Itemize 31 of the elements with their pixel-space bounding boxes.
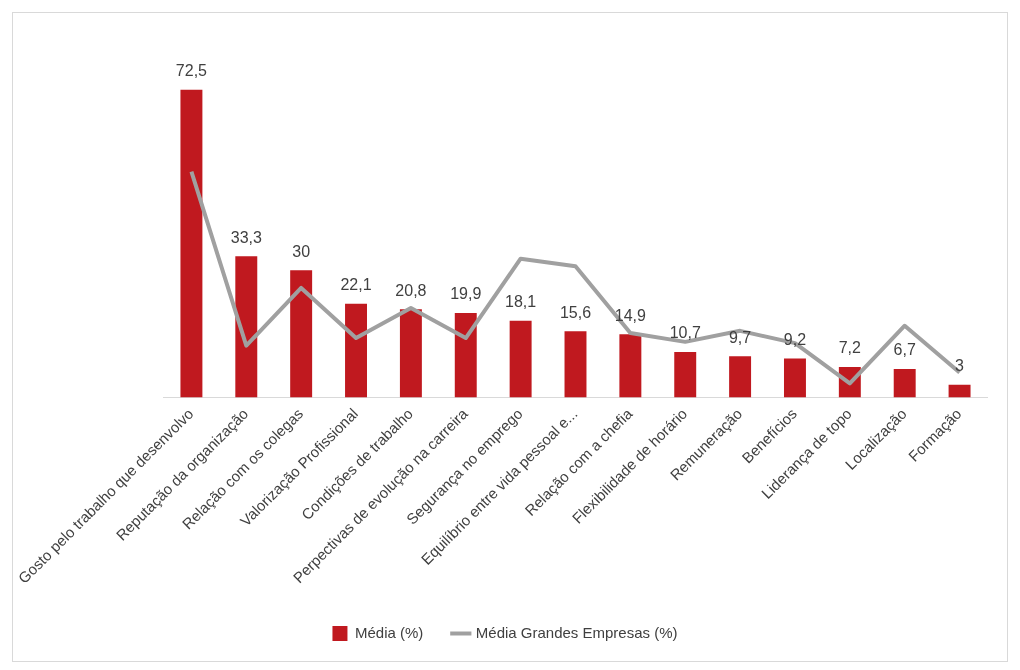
bar [674, 352, 697, 398]
bar [948, 384, 971, 398]
legend-label: Média Grandes Empresas (%) [475, 623, 678, 641]
bar [509, 320, 532, 398]
data-label: 3 [955, 357, 965, 375]
bar [783, 358, 806, 398]
data-label: 9,2 [783, 330, 807, 348]
data-label: 14,9 [614, 306, 647, 324]
bar [893, 369, 916, 398]
bar [180, 89, 203, 398]
bar [729, 356, 752, 398]
bar [399, 309, 422, 398]
bar [619, 334, 642, 398]
data-label: 6,7 [893, 341, 916, 359]
data-label: 9,7 [728, 328, 752, 346]
bar [564, 331, 587, 398]
bar [454, 313, 477, 398]
data-label: 30 [292, 242, 311, 260]
bar [290, 270, 313, 398]
data-label: 7,2 [838, 339, 862, 357]
data-label: 10,7 [669, 324, 701, 342]
data-label: 22,1 [340, 276, 372, 294]
bar [345, 303, 367, 398]
data-label: 20,8 [395, 281, 427, 299]
data-label: 33,3 [230, 228, 262, 246]
data-label: 19,9 [450, 285, 482, 303]
data-label: 18,1 [505, 293, 537, 311]
bar [235, 256, 258, 398]
data-label: 72,5 [175, 62, 208, 80]
data-label: 15,6 [559, 303, 592, 321]
legend-label: Média (%) [354, 623, 424, 641]
